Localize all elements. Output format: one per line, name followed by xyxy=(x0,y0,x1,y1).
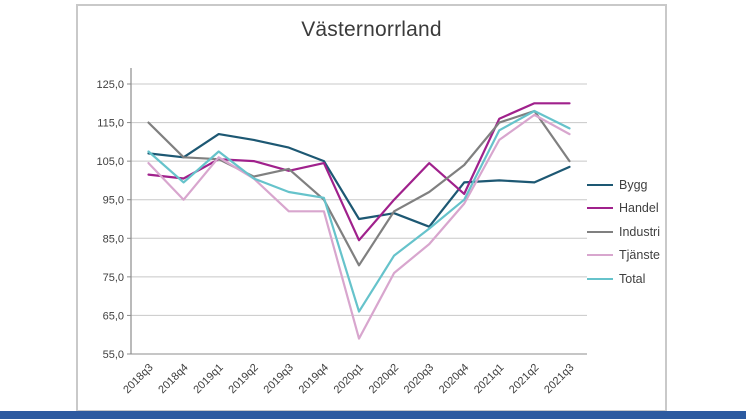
legend-label: Bygg xyxy=(619,177,648,192)
legend-line-swatch xyxy=(587,207,613,210)
legend-label: Tjänste xyxy=(619,248,660,263)
chart-legend: Bygg Handel Industri Tjänste Total xyxy=(587,173,660,291)
x-axis-tick-label: 2019q3 xyxy=(262,362,296,396)
y-axis-tick-label: 55,0 xyxy=(103,349,124,361)
series-line-industri xyxy=(147,109,571,267)
legend-label: Total xyxy=(619,271,646,286)
legend-item-industri: Industri xyxy=(587,220,660,244)
y-axis-tick-label: 115,0 xyxy=(97,118,124,130)
y-axis-tick-label: 95,0 xyxy=(103,195,124,207)
legend-label: Handel xyxy=(619,201,659,216)
y-axis-tick-label: 65,0 xyxy=(103,310,124,322)
x-axis-tick-label: 2019q4 xyxy=(297,362,331,396)
page-footer-bar xyxy=(0,411,746,419)
legend-item-bygg: Bygg xyxy=(587,173,660,197)
legend-line-swatch xyxy=(587,277,613,280)
legend-line-swatch xyxy=(587,230,613,233)
legend-item-handel: Handel xyxy=(587,197,660,221)
x-axis-tick-label: 2019q1 xyxy=(191,362,225,396)
x-axis-tick-label: 2020q3 xyxy=(402,362,436,396)
x-axis-tick-label: 2020q1 xyxy=(332,362,366,396)
series-line-tjänste xyxy=(147,113,571,340)
legend-label: Industri xyxy=(619,224,660,239)
series-line-bygg xyxy=(147,133,571,228)
x-axis-tick-label: 2021q2 xyxy=(507,362,541,396)
x-axis-tick-label: 2021q1 xyxy=(472,362,506,396)
legend-item-total: Total xyxy=(587,267,660,291)
series-line-total xyxy=(147,109,571,313)
x-axis-tick-label: 2018q4 xyxy=(156,362,190,396)
plot-area: 125,0115,0105,095,085,075,065,055,02018q… xyxy=(96,68,587,396)
y-axis-tick-label: 125,0 xyxy=(96,79,124,91)
x-axis-tick-label: 2020q4 xyxy=(437,362,471,396)
x-axis-tick-label: 2018q3 xyxy=(121,362,155,396)
x-axis-tick-label: 2019q2 xyxy=(226,362,260,396)
legend-line-swatch xyxy=(587,254,613,257)
y-axis-tick-label: 105,0 xyxy=(96,156,124,168)
legend-item-tjänste: Tjänste xyxy=(587,244,660,268)
chart-frame: Västernorrland 125,0 115,0 105,0 95,0 85,0 75… xyxy=(76,4,667,412)
x-axis-tick-label: 2021q3 xyxy=(542,362,576,396)
y-axis-tick-label: 85,0 xyxy=(103,233,124,245)
chart-title: Västernorrland xyxy=(301,18,442,41)
x-axis-tick-label: 2020q2 xyxy=(367,362,401,396)
y-axis-tick-label: 75,0 xyxy=(103,272,124,284)
legend-line-swatch xyxy=(587,183,613,186)
